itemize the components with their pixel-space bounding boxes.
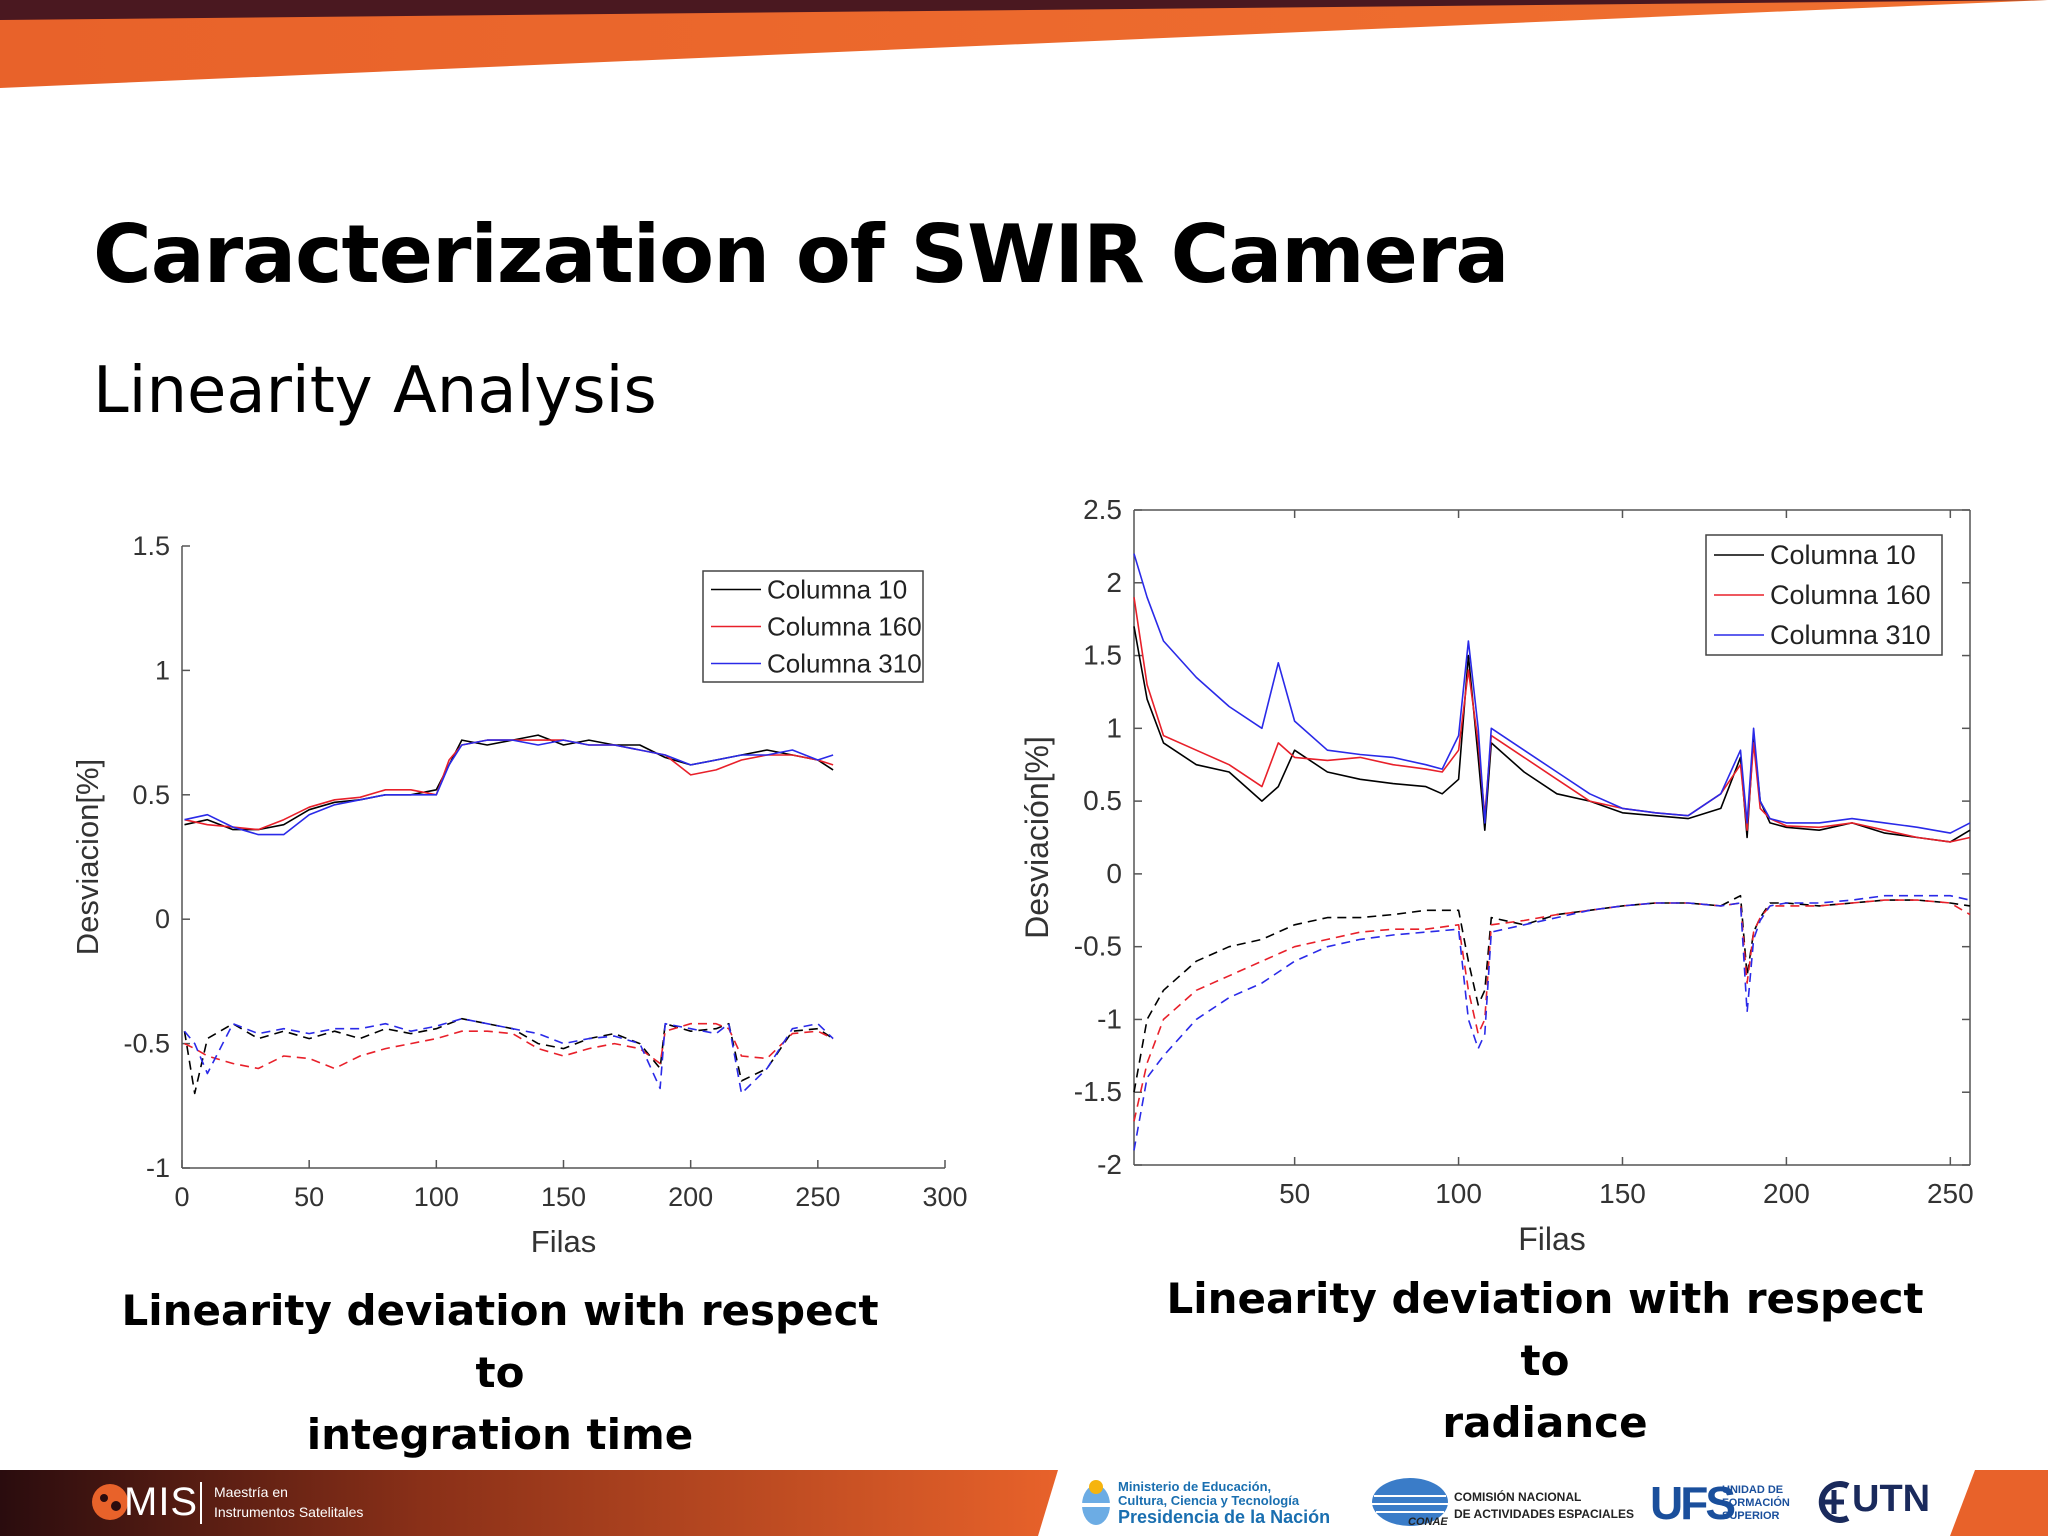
series-layer [183, 734, 834, 1095]
conae-line1: COMISIÓN NACIONAL [1454, 1490, 1582, 1504]
series-line-dashed [1133, 899, 1971, 1122]
y-tick-label: 2 [1106, 567, 1122, 598]
x-tick-label: 250 [1927, 1178, 1974, 1209]
axes: 50 100 150 200 250 -2 -1.5 -1 -0.5 0 0.5 1 1.5 2 2.5 Fi… [1019, 494, 1974, 1257]
legend-box [702, 570, 924, 683]
axes: 0 50 100 150 200 250 300 -1 -0.5 0 0.5 1 1.5 Filas Des… [70, 531, 968, 1259]
conae-globe-icon [1372, 1478, 1448, 1526]
series-line-dashed [1133, 894, 1971, 1151]
mis-logo: MIS [90, 1478, 200, 1528]
series-line [1133, 626, 1971, 843]
y-tick-label: -1 [1097, 1003, 1122, 1034]
x-axis-label: Filas [1518, 1221, 1586, 1257]
footer-band [0, 1470, 2048, 1536]
caption-left-line1: Linearity deviation with respect to [121, 1286, 879, 1397]
caption-right-line2: radiance [1442, 1398, 1648, 1447]
series-line-dashed [1133, 894, 1971, 1093]
slide-subtitle: Linearity Analysis [93, 354, 657, 428]
x-tick-label: 150 [541, 1182, 586, 1212]
caption-left-line2: integration time [306, 1410, 694, 1459]
y-tick-label: -2 [1097, 1149, 1122, 1180]
legend: Columna 10 Columna 160 Columna 310 [702, 570, 924, 683]
y-tick-label: 2.5 [1083, 494, 1122, 525]
ufs-line1: UNIDAD DE [1722, 1484, 1784, 1496]
y-tick-label: 1 [1106, 712, 1122, 743]
y-tick-label: 0 [155, 904, 170, 934]
mis-divider [200, 1482, 202, 1524]
conae-line2: DE ACTIVIDADES ESPACIALES [1454, 1507, 1635, 1521]
ufs-logo: UFS [1650, 1477, 1736, 1529]
series-line [184, 739, 834, 836]
legend-label: Columna 160 [1770, 580, 1931, 610]
x-tick-label: 300 [922, 1182, 967, 1212]
y-tick-label: 0.5 [1083, 785, 1122, 816]
top-decorative-band [0, 0, 2048, 88]
mis-line2: Instrumentos Satelitales [214, 1504, 364, 1520]
y-tick-label: -1.5 [1074, 1076, 1122, 1107]
series-line-dashed [183, 1017, 834, 1095]
series-line-dashed [183, 1017, 834, 1095]
x-tick-label: 100 [414, 1182, 459, 1212]
legend-label: Columna 10 [767, 575, 907, 605]
series-layer [1133, 553, 1971, 1151]
x-tick-label: 250 [795, 1182, 840, 1212]
utn-logo: UTN [1852, 1478, 1931, 1520]
y-tick-label: -0.5 [123, 1029, 170, 1059]
legend: Columna 10 Columna 160 Columna 310 [1705, 534, 1943, 656]
y-axis-label: Desviacion[%] [70, 759, 105, 955]
footer: MIS Maestría en Instrumentos Satelitales… [0, 1470, 2048, 1536]
ufs-line3: SUPERIOR [1722, 1510, 1780, 1522]
slide-title: Caracterization of SWIR Camera [93, 208, 1509, 301]
y-tick-label: -0.5 [1074, 931, 1122, 962]
y-axis-label: Desviación[%] [1019, 736, 1055, 939]
x-tick-label: 100 [1435, 1178, 1482, 1209]
series-line [1133, 553, 1971, 834]
ministry-line1: Ministerio de Educación, [1118, 1479, 1272, 1494]
y-tick-label: 1.5 [1083, 640, 1122, 671]
ministry-line2: Cultura, Ciencia y Tecnología [1118, 1493, 1300, 1508]
x-axis-label: Filas [531, 1224, 596, 1259]
caption-right: Linearity deviation with respect to radi… [1150, 1268, 1940, 1454]
legend-label: Columna 160 [767, 612, 922, 642]
series-line [184, 734, 834, 831]
y-tick-label: 0.5 [132, 780, 170, 810]
y-tick-label: 1 [155, 655, 170, 685]
legend-box [1705, 534, 1943, 656]
x-tick-label: 150 [1599, 1178, 1646, 1209]
mis-line1: Maestría en [214, 1484, 288, 1500]
series-line [1133, 597, 1971, 843]
ufs-line2: FORMACIÓN [1722, 1497, 1790, 1509]
caption-right-line1: Linearity deviation with respect to [1166, 1274, 1924, 1385]
argentina-shield-icon [1082, 1480, 1110, 1525]
caption-left: Linearity deviation with respect to inte… [110, 1280, 890, 1466]
series-line [184, 739, 834, 831]
legend-label: Columna 310 [767, 649, 922, 679]
mis-logo-text: MIS [124, 1480, 199, 1524]
mis-emblem-icon [92, 1484, 128, 1520]
y-tick-label: 0 [1106, 858, 1122, 889]
x-tick-label: 200 [668, 1182, 713, 1212]
y-tick-label: 1.5 [132, 531, 170, 561]
ministry-line3: Presidencia de la Nación [1118, 1507, 1331, 1527]
utn-emblem-icon [1818, 1481, 1850, 1523]
x-tick-label: 0 [174, 1182, 189, 1212]
x-tick-label: 200 [1763, 1178, 1810, 1209]
conae-mark: CONAE [1408, 1516, 1448, 1528]
x-tick-label: 50 [1279, 1178, 1310, 1209]
x-tick-label: 50 [294, 1182, 324, 1212]
y-tick-label: -1 [146, 1153, 170, 1183]
series-line-dashed [184, 1022, 834, 1070]
legend-label: Columna 310 [1770, 620, 1931, 650]
legend-label: Columna 10 [1770, 540, 1916, 570]
